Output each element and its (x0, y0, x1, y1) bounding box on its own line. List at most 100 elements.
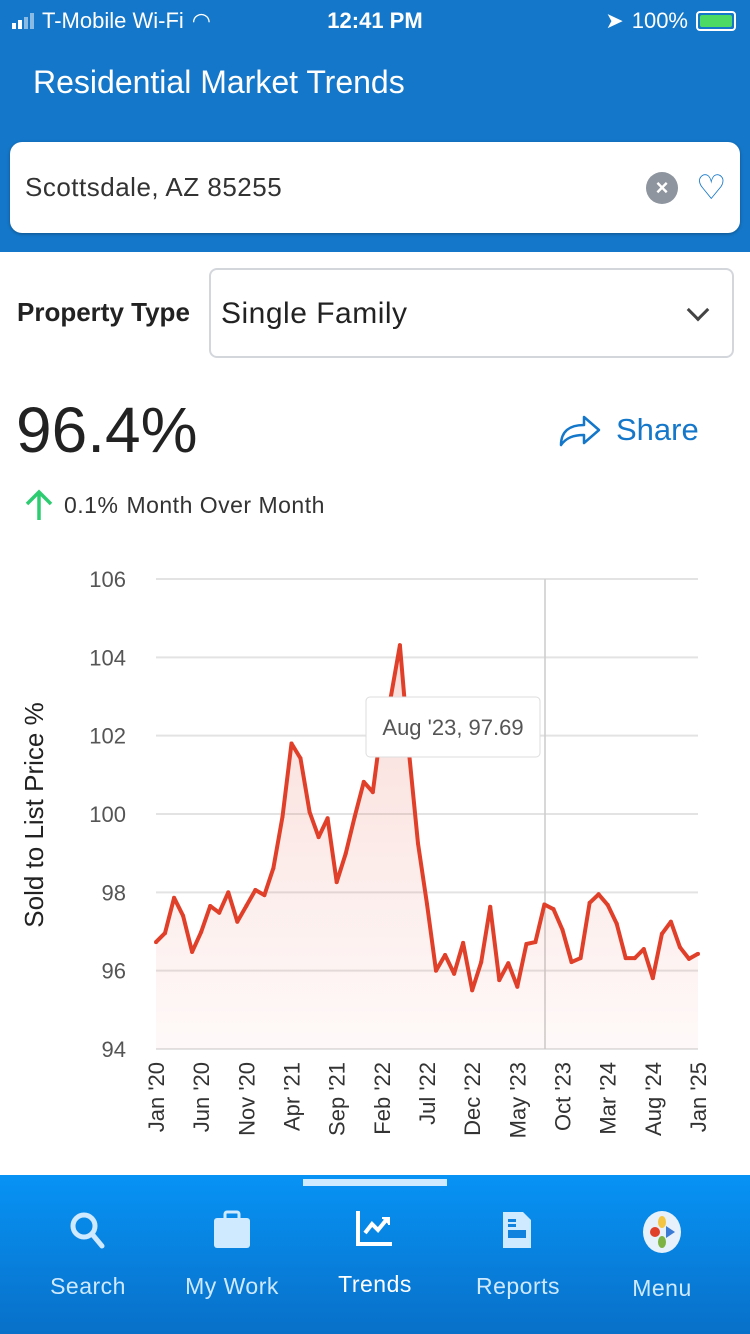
x-tick-label: Nov '20 (234, 1062, 259, 1136)
data-point[interactable] (289, 741, 294, 746)
data-point[interactable] (271, 866, 276, 871)
nav-label: Reports (475, 1273, 561, 1299)
data-point[interactable] (659, 931, 664, 936)
data-point[interactable] (280, 814, 285, 819)
active-tab-indicator (303, 1179, 447, 1186)
search-value[interactable]: Scottsdale, AZ 85255 (25, 172, 283, 202)
x-tick-label: May '23 (505, 1062, 530, 1138)
share-label: Share (616, 412, 699, 447)
x-tick-label: Sep '21 (325, 1062, 350, 1136)
y-tick-label: 98 (102, 880, 126, 905)
data-point[interactable] (641, 947, 646, 952)
data-point[interactable] (696, 951, 700, 956)
data-point[interactable] (605, 902, 610, 907)
data-point[interactable] (497, 978, 502, 983)
data-point[interactable] (208, 904, 213, 909)
page-title: Residential Market Trends (33, 64, 405, 100)
property-type-select[interactable]: Single Family (209, 268, 734, 358)
y-tick-label: 102 (89, 724, 126, 749)
data-point[interactable] (253, 887, 258, 892)
data-point[interactable] (668, 919, 673, 924)
data-point[interactable] (217, 910, 222, 915)
nav-my-work[interactable]: My Work (160, 1205, 304, 1300)
location-search-input[interactable]: Scottsdale, AZ 85255 × ♡ (10, 142, 740, 233)
data-point[interactable] (316, 835, 321, 840)
tooltip: Aug '23, 97.69 (365, 696, 541, 758)
clear-icon[interactable]: × (646, 172, 678, 204)
data-point[interactable] (677, 945, 682, 950)
data-point[interactable] (506, 961, 511, 966)
data-point[interactable] (307, 810, 312, 815)
data-point[interactable] (361, 779, 366, 784)
data-point[interactable] (244, 904, 249, 909)
data-point[interactable] (650, 976, 655, 981)
nav-label: My Work (185, 1273, 279, 1299)
data-point[interactable] (470, 988, 475, 993)
month-over-month: 0.1% Month Over Month (22, 488, 325, 522)
data-point[interactable] (560, 927, 565, 932)
data-point[interactable] (181, 913, 186, 918)
chevron-down-icon (686, 298, 710, 322)
property-type-label: Property Type (17, 297, 190, 327)
data-point[interactable] (370, 790, 375, 795)
data-point[interactable] (686, 956, 691, 961)
nav-menu[interactable]: Menu (590, 1207, 734, 1302)
app-logo-icon (590, 1207, 734, 1257)
data-point[interactable] (199, 929, 204, 934)
data-point[interactable] (596, 892, 601, 897)
data-point[interactable] (154, 940, 158, 945)
nav-label: Menu (632, 1275, 692, 1301)
x-tick-label: Jul '22 (415, 1062, 440, 1125)
briefcase-icon (160, 1205, 304, 1255)
data-point[interactable] (190, 949, 195, 954)
data-point[interactable] (425, 902, 429, 907)
data-point[interactable] (352, 814, 357, 819)
data-point[interactable] (533, 940, 538, 945)
data-point[interactable] (415, 841, 420, 846)
nav-trends[interactable]: Trends (303, 1203, 447, 1298)
data-point[interactable] (551, 907, 556, 912)
data-point[interactable] (524, 942, 529, 947)
data-point[interactable] (569, 960, 574, 965)
data-point[interactable] (334, 880, 339, 885)
data-point[interactable] (397, 643, 402, 648)
x-tick-label: Jan '25 (686, 1062, 711, 1132)
heart-icon[interactable]: ♡ (696, 169, 727, 207)
nav-label: Trends (338, 1271, 412, 1297)
data-point[interactable] (461, 940, 466, 945)
data-point[interactable] (614, 921, 619, 926)
data-point[interactable] (343, 851, 348, 856)
data-point[interactable] (235, 919, 240, 924)
data-point[interactable] (172, 895, 177, 900)
data-point[interactable] (262, 893, 267, 898)
nav-reports[interactable]: Reports (446, 1205, 590, 1300)
data-point[interactable] (479, 960, 484, 965)
data-point[interactable] (163, 931, 168, 936)
data-point[interactable] (226, 890, 231, 895)
data-point[interactable] (452, 971, 457, 976)
data-point[interactable] (434, 968, 439, 973)
carrier: T-Mobile Wi-Fi (42, 8, 184, 33)
data-point[interactable] (578, 956, 583, 961)
y-tick-label: 106 (89, 567, 126, 592)
data-point[interactable] (632, 956, 637, 961)
nav-label: Search (50, 1273, 126, 1299)
report-icon (446, 1205, 590, 1255)
x-tick-label: Feb '22 (370, 1062, 395, 1135)
data-point[interactable] (587, 900, 592, 905)
search-icon (16, 1205, 160, 1255)
nav-search[interactable]: Search (16, 1205, 160, 1300)
x-tick-label: Mar '24 (596, 1062, 621, 1135)
trend-chart-icon (303, 1203, 447, 1253)
data-point[interactable] (443, 953, 448, 957)
data-point[interactable] (325, 816, 330, 821)
data-point[interactable] (623, 956, 628, 961)
share-button[interactable]: Share (558, 412, 699, 448)
arrow-up-icon (25, 489, 53, 520)
data-point[interactable] (542, 902, 547, 907)
data-point[interactable] (515, 984, 520, 989)
signal-icon (12, 13, 34, 29)
data-point[interactable] (488, 904, 493, 909)
data-point[interactable] (298, 756, 303, 761)
